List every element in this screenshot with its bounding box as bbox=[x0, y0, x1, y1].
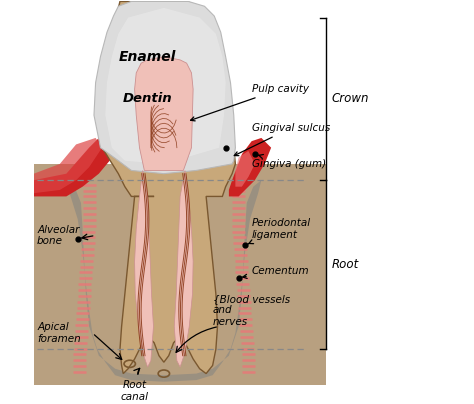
Polygon shape bbox=[174, 170, 193, 367]
Text: Pulp cavity: Pulp cavity bbox=[191, 84, 309, 121]
Text: Apical
foramen: Apical foramen bbox=[37, 322, 81, 344]
Polygon shape bbox=[135, 170, 154, 367]
Bar bbox=[34, 164, 327, 385]
Polygon shape bbox=[66, 180, 164, 382]
Text: Dentin: Dentin bbox=[123, 93, 173, 105]
Text: Root
canal: Root canal bbox=[120, 380, 149, 402]
Polygon shape bbox=[96, 1, 236, 374]
Text: Cementum: Cementum bbox=[243, 266, 309, 278]
Polygon shape bbox=[105, 8, 226, 164]
Text: Gingiva (gum): Gingiva (gum) bbox=[252, 154, 326, 169]
Text: Alveolar
bone: Alveolar bone bbox=[37, 225, 80, 246]
Polygon shape bbox=[164, 180, 261, 382]
Text: Crown: Crown bbox=[331, 93, 369, 105]
Polygon shape bbox=[135, 57, 193, 170]
Polygon shape bbox=[34, 122, 128, 196]
Text: Gingival sulcus: Gingival sulcus bbox=[234, 123, 330, 156]
Text: Periodontal
ligament: Periodontal ligament bbox=[248, 218, 311, 244]
Polygon shape bbox=[94, 1, 236, 174]
Polygon shape bbox=[229, 138, 271, 196]
Text: Enamel: Enamel bbox=[119, 50, 176, 64]
Text: Root: Root bbox=[331, 258, 358, 271]
Polygon shape bbox=[236, 151, 255, 187]
Polygon shape bbox=[34, 138, 102, 193]
Text: {Blood vessels
and
nerves: {Blood vessels and nerves bbox=[213, 294, 290, 327]
